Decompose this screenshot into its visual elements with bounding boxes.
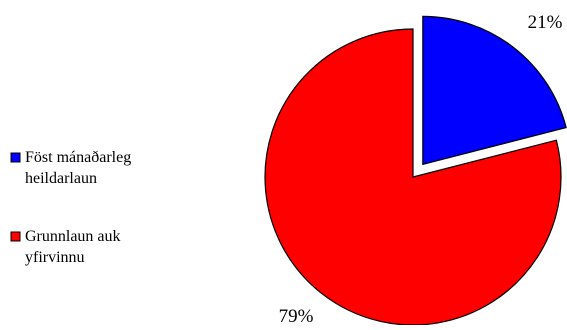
legend-swatch-2: [10, 231, 21, 242]
legend-label-1-line-2: heildarlaun: [25, 170, 97, 187]
pie-value-labels: 21% 79%: [279, 12, 563, 327]
legend: Föst mánaðarleg heildarlaun Grunnlaun auk y…: [10, 149, 131, 266]
legend-swatch-1: [10, 152, 21, 163]
pie-slice-1: [422, 15, 567, 166]
pie-slice-2: [264, 28, 562, 326]
legend-label-1-line-1: Föst mánaðarleg: [25, 149, 131, 166]
slice-value-label-1: 21%: [528, 12, 563, 33]
legend-label-2-line-2: yfirvinnu: [25, 249, 85, 266]
slice-value-label-2: 79%: [279, 306, 314, 325]
pie-slices: [264, 15, 567, 326]
legend-label-2-line-1: Grunnlaun auk: [25, 228, 121, 245]
